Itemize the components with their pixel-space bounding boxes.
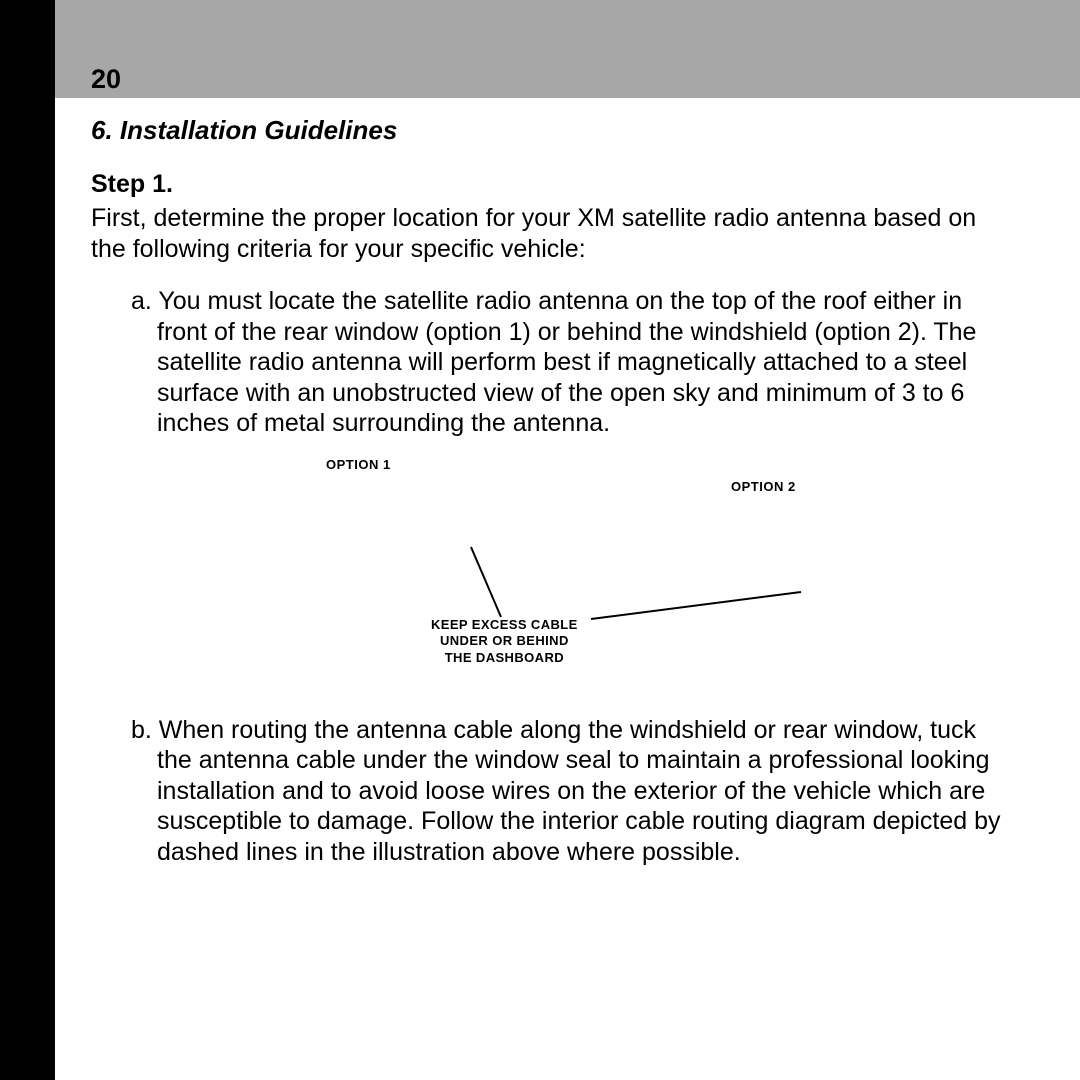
diagram-area: OPTION 1 OPTION 2 KEEP EXCESS CABLE UNDE… bbox=[91, 457, 1011, 697]
sidebar-tab: Setting Up and Installing Your Kit bbox=[0, 0, 55, 1080]
content-area: 6. Installation Guidelines Step 1. First… bbox=[91, 115, 1011, 885]
list-item-b: b. When routing the antenna cable along … bbox=[131, 715, 1011, 868]
page-header bbox=[55, 0, 1080, 98]
step-intro: First, determine the proper location for… bbox=[91, 203, 1011, 264]
cable-note: KEEP EXCESS CABLE UNDER OR BEHIND THE DA… bbox=[431, 617, 578, 668]
cable-note-line1: KEEP EXCESS CABLE bbox=[431, 617, 578, 634]
cable-note-line3: THE DASHBOARD bbox=[431, 650, 578, 667]
section-title: 6. Installation Guidelines bbox=[91, 115, 1011, 146]
page-number: 20 bbox=[91, 64, 121, 95]
cable-note-line2: UNDER OR BEHIND bbox=[431, 633, 578, 650]
step-label: Step 1. bbox=[91, 170, 1011, 199]
list-item-a: a. You must locate the satellite radio a… bbox=[131, 286, 1011, 439]
